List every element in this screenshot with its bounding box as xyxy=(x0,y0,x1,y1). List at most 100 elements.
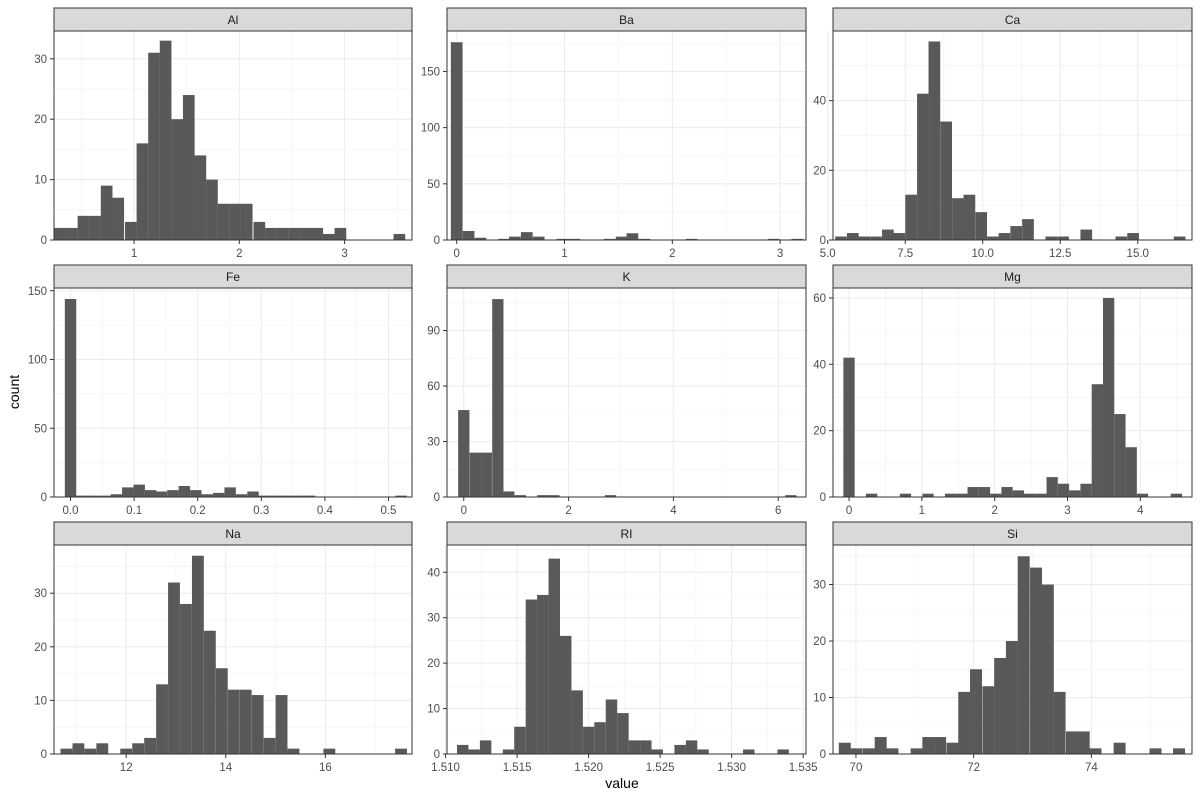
facet-bars-na xyxy=(60,555,407,754)
x-tick-label: 1.520 xyxy=(574,762,603,774)
histogram-bar xyxy=(235,494,248,497)
histogram-bar xyxy=(1053,691,1066,754)
histogram-bar xyxy=(1114,414,1126,497)
histogram-bar xyxy=(987,236,999,240)
y-axis-title: count xyxy=(6,375,22,409)
histogram-bar xyxy=(395,495,407,497)
x-tick-label: 3 xyxy=(341,248,347,260)
histogram-bar xyxy=(276,227,289,240)
x-tick-label: 2 xyxy=(991,505,997,517)
histogram-bar xyxy=(940,121,953,240)
histogram-bar xyxy=(253,221,266,240)
histogram-bar xyxy=(548,495,560,497)
y-tick-label: 40 xyxy=(813,96,826,108)
histogram-bar xyxy=(944,493,957,497)
facet-strip-label-al: Al xyxy=(228,13,239,27)
histogram-bar xyxy=(862,748,875,754)
facet-panel-border xyxy=(832,287,1193,498)
y-tick-label: 50 xyxy=(427,179,440,191)
x-tick-label: 1.515 xyxy=(503,762,532,774)
histogram-bar xyxy=(548,558,560,754)
histogram-bar xyxy=(480,452,492,497)
histogram-bar xyxy=(224,487,236,497)
histogram-bar xyxy=(638,238,651,240)
histogram-bar xyxy=(60,748,73,754)
histogram-bar xyxy=(928,41,941,241)
facet-strip-label-k: K xyxy=(622,270,630,284)
histogram-bar xyxy=(275,695,288,754)
histogram-bar xyxy=(1113,742,1126,754)
histogram-bar xyxy=(785,495,797,497)
x-tick-label: 1.510 xyxy=(431,762,460,774)
histogram-bar xyxy=(240,203,253,240)
histogram-bar xyxy=(450,42,463,241)
histogram-bar xyxy=(1080,229,1093,240)
histogram-bar xyxy=(1077,731,1090,754)
histogram-bar xyxy=(571,690,583,754)
histogram-bar xyxy=(479,740,492,754)
histogram-bar xyxy=(125,221,137,240)
y-tick-label: 20 xyxy=(427,658,440,670)
histogram-bar xyxy=(956,493,968,497)
facet-panel-border xyxy=(832,30,1193,241)
histogram-bar xyxy=(1102,297,1115,497)
histogram-bar xyxy=(697,749,709,754)
histogram-bar xyxy=(265,227,277,240)
histogram-bar xyxy=(1170,493,1182,497)
facet-bars-ca xyxy=(835,41,1186,241)
x-tick-label: 1.530 xyxy=(717,762,746,774)
histogram-bar xyxy=(1017,556,1030,754)
y-tick-label: 0 xyxy=(434,749,440,761)
histogram-bar xyxy=(251,695,264,754)
histogram-bar xyxy=(136,143,149,240)
histogram-bar xyxy=(1125,447,1137,497)
histogram-bar xyxy=(474,237,487,240)
histogram-bar xyxy=(217,203,230,240)
histogram-bar xyxy=(77,215,90,240)
y-tick-label: 60 xyxy=(427,381,440,393)
histogram-bar xyxy=(791,238,804,240)
x-tick-label: 74 xyxy=(1085,762,1098,774)
histogram-bar xyxy=(905,194,917,240)
histogram-bar xyxy=(893,233,906,240)
y-tick-label: 0 xyxy=(41,749,47,761)
y-tick-label: 20 xyxy=(813,165,826,177)
x-tick-label: 15.0 xyxy=(1127,248,1149,260)
histogram-bar xyxy=(72,743,85,754)
histogram-bar xyxy=(556,238,569,240)
y-tick-label: 30 xyxy=(34,54,47,66)
histogram-bar xyxy=(777,749,789,754)
histogram-bar xyxy=(468,749,480,754)
y-tick-label: 0 xyxy=(434,235,440,247)
x-tick-label: 1 xyxy=(561,248,567,260)
histogram-bar xyxy=(514,495,527,497)
facet-bars-ba xyxy=(450,42,804,241)
histogram-bar xyxy=(229,203,241,240)
histogram-bar xyxy=(144,490,157,497)
facet-bars-fe xyxy=(64,299,407,497)
y-tick-label: 0 xyxy=(820,492,826,504)
histogram-bar xyxy=(1057,483,1070,497)
histogram-bar xyxy=(874,737,887,754)
y-tick-label: 20 xyxy=(34,642,47,654)
x-tick-label: 3 xyxy=(777,248,783,260)
x-tick-label: 5.0 xyxy=(820,248,836,260)
y-tick-label: 20 xyxy=(34,114,47,126)
histogram-bar xyxy=(1046,477,1058,497)
x-tick-label: 2 xyxy=(236,248,242,260)
histogram-bar xyxy=(469,452,481,497)
y-tick-label: 0 xyxy=(820,235,826,247)
histogram-bar xyxy=(1115,236,1128,240)
histogram-bar xyxy=(626,233,639,240)
y-tick-label: 100 xyxy=(421,123,440,135)
facet-bars-si xyxy=(838,556,1186,754)
x-tick-label: 0 xyxy=(453,248,459,260)
histogram-bar xyxy=(917,93,929,240)
histogram-bar xyxy=(1045,236,1058,240)
x-tick-label: 72 xyxy=(967,762,980,774)
x-tick-label: 12.5 xyxy=(1049,248,1071,260)
y-tick-label: 30 xyxy=(427,437,440,449)
histogram-bar xyxy=(1127,233,1139,240)
histogram-bar xyxy=(1149,748,1162,754)
x-axis-title: value xyxy=(605,775,639,791)
